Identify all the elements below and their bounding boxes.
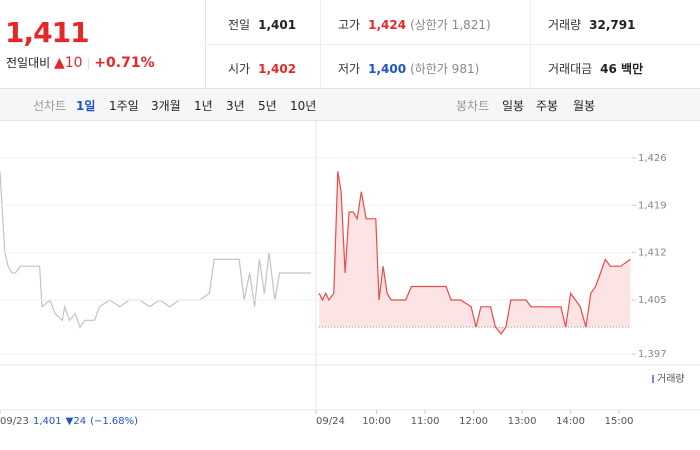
tab[interactable]: 1주일 [109, 99, 139, 113]
stat-value: 32,791 [589, 18, 636, 32]
legend-swatch [652, 375, 654, 383]
tab[interactable]: 1일 [76, 99, 96, 113]
stat: 고가 1,424 (상한가 1,821) [338, 16, 491, 33]
stat-label: 고가 [338, 18, 361, 32]
stat: 저가 1,400 (하한가 981) [338, 60, 479, 77]
stat-label: 거래대금 [548, 62, 593, 76]
stat-label: 거래량 [548, 18, 582, 32]
stat-value: 1,402 [258, 62, 297, 76]
stat-label: 시가 [228, 62, 251, 76]
summary-price: 1,401 [33, 416, 62, 427]
price-line [0, 171, 312, 329]
row-divider [206, 44, 700, 45]
header: 1,411 전일대비 ▲10 | +0.71% 전일 1,401 고가 1,424(… [0, 0, 700, 89]
tab[interactable]: 1년 [194, 99, 213, 113]
change-rate: +0.71% [94, 55, 155, 71]
col-divider [320, 0, 321, 88]
y-tick-label: 1,419 [638, 200, 667, 211]
x-tick-label: 09/24 [316, 416, 345, 427]
tab-bar: 선차트 1일 1주일 3개월 1년 3년 5년 10년 봉차트 일봉 주봉 월봉 [0, 89, 700, 121]
change-label: 전일대비 [6, 56, 51, 70]
y-tick-label: 1,405 [638, 295, 667, 306]
change-line: 전일대비 ▲10 | +0.71% [6, 54, 155, 71]
price-line [318, 171, 631, 335]
x-tick-label: 12:00 [459, 416, 488, 427]
summary-change: ▼24 [66, 416, 86, 427]
y-tick-label: 1,397 [638, 349, 667, 360]
volume-legend: 거래량 [657, 373, 685, 385]
x-tick-label: 13:00 [508, 416, 537, 427]
stat-value: 1,400 [368, 62, 407, 76]
x-tick-label: 10:00 [362, 416, 391, 427]
tab[interactable]: 3개월 [151, 99, 181, 113]
x-tick-label: 14:00 [556, 416, 585, 427]
y-tick-label: 1,412 [638, 248, 667, 259]
price-box: 1,411 전일대비 ▲10 | +0.71% [0, 0, 206, 88]
x-tick-label: 15:00 [605, 416, 634, 427]
stat: 전일 1,401 [228, 16, 296, 33]
tab[interactable]: 10년 [290, 99, 317, 113]
tab[interactable]: 일봉 [502, 99, 525, 113]
stat: 시가 1,402 [228, 60, 296, 77]
tab[interactable]: 주봉 [536, 99, 559, 113]
tab: 봉차트 [456, 99, 490, 113]
y-tick-label: 1,426 [638, 153, 667, 164]
stat: 거래대금 46 백만 [548, 60, 643, 77]
tab: 선차트 [33, 99, 67, 113]
stat-label: 전일 [228, 18, 251, 32]
col-divider [530, 0, 531, 88]
stat-value: 46 백만 [600, 62, 644, 76]
stat: 거래량 32,791 [548, 16, 635, 33]
summary: 1,401 ▼24 (−1.68%) [33, 416, 138, 427]
stat-note: (상한가 1,821) [410, 18, 491, 32]
tab[interactable]: 5년 [258, 99, 277, 113]
change: ▲10 [54, 55, 83, 71]
stat-note: (하한가 981) [410, 62, 480, 76]
tab[interactable]: 3년 [226, 99, 245, 113]
stat-label: 저가 [338, 62, 361, 76]
x-tick-label: 11:00 [411, 416, 440, 427]
current-price: 1,411 [5, 16, 90, 49]
x-tick-label: 09/23 [0, 416, 29, 427]
stat-value: 1,401 [258, 18, 297, 32]
tab[interactable]: 월봉 [573, 99, 596, 113]
divider: | [86, 56, 91, 70]
summary-rate: (−1.68%) [90, 416, 138, 427]
area [319, 171, 631, 334]
stat-value: 1,424 [368, 18, 407, 32]
